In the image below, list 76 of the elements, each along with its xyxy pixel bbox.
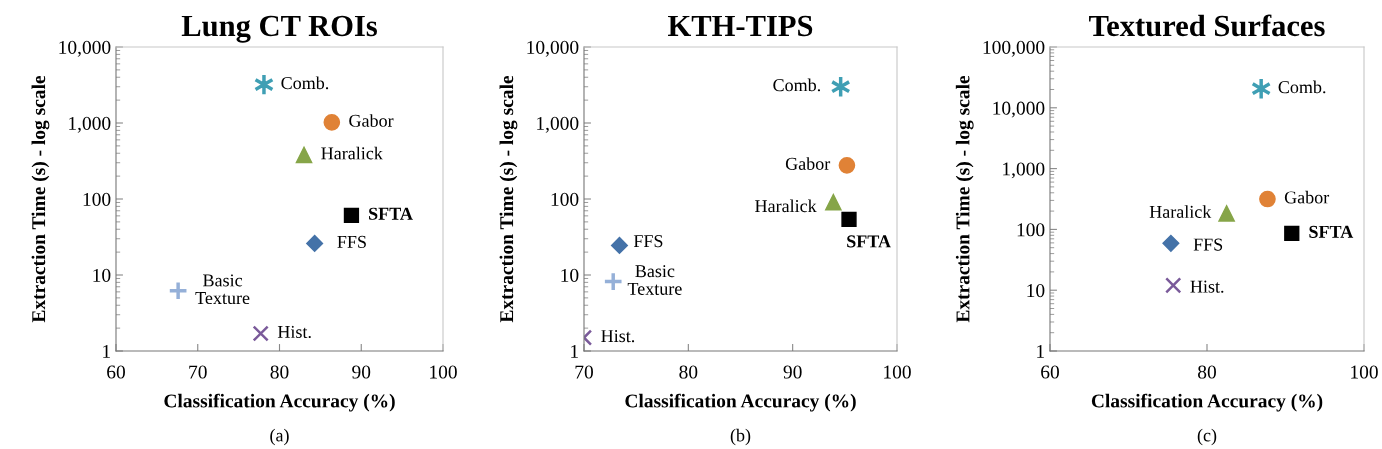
x-axis-title: Classification Accuracy (%) [1091, 393, 1323, 412]
y-tick-label: 1,000 [537, 116, 579, 133]
x-tick-label: 100 [1351, 365, 1378, 379]
y-tick-label: 1,000 [69, 116, 111, 133]
text: (a) [270, 428, 289, 446]
x-tick-label: 80 [679, 365, 698, 379]
series-label: Gabor [1284, 190, 1330, 204]
series-label: Hist. [277, 325, 311, 339]
chart-title: Textured Surfaces [1089, 14, 1325, 37]
series-label: SFTA [369, 207, 413, 220]
x-axis-title: Classification Accuracy (%) [625, 393, 856, 412]
point [610, 236, 629, 254]
text: (c) [1197, 428, 1217, 446]
x-tick-label: 70 [189, 365, 207, 379]
series-label: Basic Texture [627, 265, 682, 295]
point [252, 325, 269, 342]
series-label: Gabor [785, 157, 831, 170]
y-tick-label: 10 [561, 268, 579, 282]
series-label: FFS [633, 235, 663, 248]
series-label: Comb. [281, 76, 329, 90]
series-label: SFTA [847, 235, 891, 248]
chart-title: KTH-TIPS [668, 15, 813, 37]
y-tick-label: 1 [571, 344, 578, 358]
series-label: FFS [337, 235, 366, 248]
point [343, 207, 360, 223]
series-label: Hist. [1190, 280, 1224, 293]
x-tick-label: 60 [1041, 365, 1059, 379]
y-axis-title: Extraction Time (s) - log scale [499, 75, 518, 323]
y-tick-label: 100 [1017, 223, 1045, 237]
y-tick-label: 10 [1027, 284, 1045, 298]
series-label: Comb. [1278, 80, 1326, 94]
y-tick-label: 10,000 [993, 101, 1045, 118]
point [603, 271, 624, 292]
x-tick-label: 90 [783, 365, 802, 379]
point [1165, 277, 1182, 294]
y-tick-label: 100 [551, 192, 579, 206]
series-label: FFS [1193, 238, 1223, 251]
point [1162, 234, 1180, 252]
x-tick-label: 100 [430, 365, 457, 379]
series-label: Hist. [601, 330, 635, 343]
point [1284, 225, 1300, 242]
point [841, 211, 857, 227]
y-tick-label: 100 [83, 192, 111, 206]
point [295, 146, 313, 164]
series-label: Haralick [1149, 205, 1212, 218]
series-label: Basic Texture [195, 274, 250, 305]
series-label: Haralick [321, 146, 383, 160]
series-label: Comb. [773, 78, 821, 92]
chart-title: Lung CT ROIs [181, 15, 377, 43]
y-tick-label: 10 [93, 268, 111, 282]
y-tick-label: 10,000 [527, 40, 579, 57]
series-label: Haralick [755, 199, 817, 213]
point [1218, 205, 1235, 222]
y-tick-label: 100,000 [983, 40, 1045, 57]
point [825, 193, 842, 211]
y-tick-label: 1 [1037, 344, 1044, 358]
y-axis-title: Extraction Time (s) - log scale [955, 75, 974, 323]
point [838, 157, 856, 174]
point [168, 280, 189, 301]
series-label: Gabor [349, 114, 394, 127]
x-tick-label: 80 [270, 365, 289, 379]
x-tick-label: 90 [352, 365, 371, 379]
point [306, 234, 324, 253]
x-axis-title: Classification Accuracy (%) [164, 393, 395, 412]
y-tick-label: 1 [103, 344, 110, 358]
series-label: SFTA [1309, 225, 1354, 238]
x-tick-label: 80 [1198, 365, 1216, 379]
y-axis-title: Extraction Time (s) - log scale [31, 75, 50, 323]
point [1259, 190, 1276, 208]
x-tick-label: 70 [575, 365, 593, 379]
y-tick-label: 10,000 [59, 40, 111, 57]
text: (b) [730, 428, 751, 446]
point [323, 114, 341, 131]
x-tick-label: 60 [107, 365, 125, 379]
x-tick-label: 100 [884, 365, 911, 379]
y-tick-label: 1,000 [1003, 162, 1045, 179]
